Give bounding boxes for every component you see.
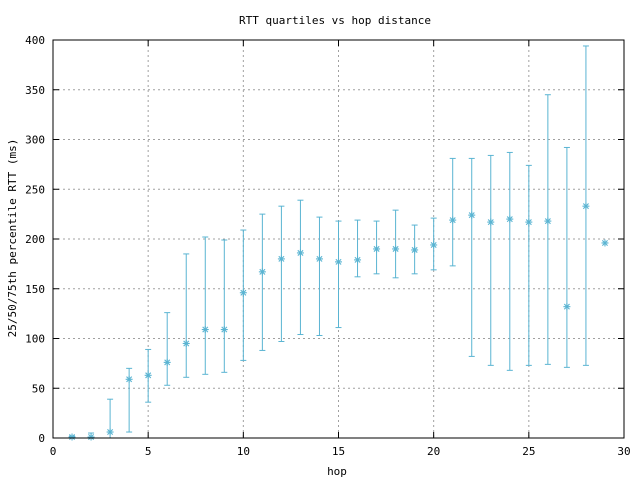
median-point [239,289,247,297]
error-bar [316,216,323,337]
error-bar [354,219,361,278]
error-bar [183,253,190,378]
y-tick-label: 250 [25,183,45,196]
x-tick-label: 15 [332,445,345,458]
grid [53,40,624,438]
median-point [125,375,133,383]
ticks: 0 50 100 150 200 250 300 350 400 0 5 10 15 20 25 30 [25,34,631,458]
median-point [258,268,266,276]
median-point [468,211,476,219]
median-point [582,202,590,210]
y-tick-label: 350 [25,84,45,97]
error-bar [221,239,228,373]
median-point [163,358,171,366]
x-tick-label: 20 [427,445,440,458]
y-tick-label: 100 [25,333,45,346]
median-point [144,371,152,379]
median-markers [68,202,609,441]
error-bar [278,205,285,342]
median-point [201,326,209,334]
x-tick-label: 25 [522,445,535,458]
y-tick-label: 150 [25,283,45,296]
median-point [354,256,362,264]
median-point [430,241,438,249]
median-point [544,217,552,225]
error-bar [297,199,304,336]
error-bar [544,94,551,365]
median-point [392,245,400,253]
median-point [315,255,323,263]
median-point [106,428,114,436]
error-bar [468,157,475,357]
error-bar [335,220,342,329]
median-point [277,255,285,263]
median-point [296,249,304,257]
y-tick-label: 200 [25,233,45,246]
median-point [220,326,228,334]
median-point [563,303,571,311]
y-tick-label: 0 [38,432,45,445]
median-point [601,239,609,247]
y-axis-label: 25/50/75th percentile RTT (ms) [6,139,19,338]
x-tick-label: 5 [145,445,152,458]
median-point [373,245,381,253]
error-bar [487,154,494,366]
chart-title: RTT quartiles vs hop distance [239,14,431,27]
median-point [182,339,190,347]
y-tick-label: 50 [32,382,45,395]
median-point [449,216,457,224]
median-point [87,433,95,441]
y-tick-label: 300 [25,134,45,147]
median-point [68,433,76,441]
x-tick-label: 0 [50,445,57,458]
error-bar [563,146,570,368]
median-point [525,218,533,226]
x-tick-label: 30 [617,445,630,458]
median-point [335,258,342,266]
error-bar [506,151,513,371]
median-point [411,246,419,254]
median-point [506,215,514,223]
error-bar [449,157,456,267]
median-point [487,218,495,226]
error-bars [69,45,608,439]
y-tick-label: 400 [25,34,45,47]
error-bar [164,312,171,386]
error-bar [392,209,399,279]
error-bar [202,236,209,375]
x-axis-label: hop [327,465,347,478]
x-tick-label: 10 [237,445,250,458]
error-bar [525,164,532,366]
error-bar [259,213,266,351]
